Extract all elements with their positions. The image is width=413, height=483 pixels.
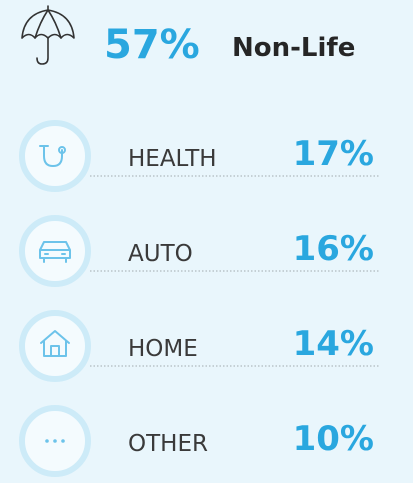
category-row: HEALTH 17% bbox=[19, 120, 380, 192]
category-value: 10% bbox=[293, 419, 374, 459]
dot bbox=[45, 439, 49, 443]
category-icon bbox=[40, 330, 70, 357]
category-label: HEALTH bbox=[128, 146, 217, 172]
header-value: 57% bbox=[104, 22, 200, 68]
category-icon bbox=[39, 241, 71, 263]
umbrella-icon bbox=[21, 5, 75, 65]
category-value: 17% bbox=[293, 134, 374, 174]
dot bbox=[53, 439, 57, 443]
category-label: AUTO bbox=[128, 241, 193, 267]
category-value: 16% bbox=[293, 229, 374, 269]
category-row: OTHER 10% bbox=[19, 405, 374, 477]
icon-circle bbox=[19, 120, 91, 192]
header-label: Non-Life bbox=[232, 33, 355, 63]
dot bbox=[61, 439, 65, 443]
category-label: HOME bbox=[128, 336, 198, 362]
category-icon bbox=[39, 145, 66, 167]
category-row: HOME 14% bbox=[19, 310, 380, 382]
category-label: OTHER bbox=[128, 431, 208, 457]
category-row: AUTO 16% bbox=[19, 215, 380, 287]
category-value: 14% bbox=[293, 324, 374, 364]
